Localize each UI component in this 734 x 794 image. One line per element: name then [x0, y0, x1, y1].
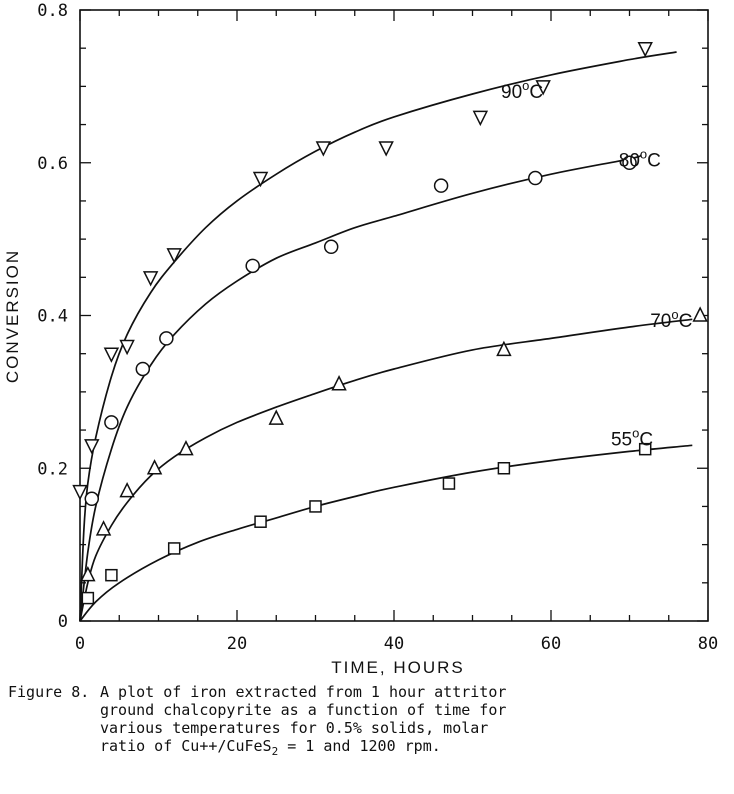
series-labels: 90oC 80oC 70oC 55oC — [501, 78, 692, 451]
square-marker — [105, 568, 118, 582]
triangle-down-marker — [637, 41, 653, 58]
triangle-up-marker — [80, 565, 96, 582]
fit-curve-80 — [79, 154, 642, 622]
fit-curve-70 — [79, 318, 693, 622]
circle-marker — [104, 415, 119, 430]
triangle-down-marker — [252, 171, 269, 188]
triangle-up-marker — [692, 306, 708, 322]
triangle-down-marker — [72, 484, 88, 501]
square-marker — [254, 515, 267, 528]
x-tick-label: 60 — [541, 634, 561, 654]
x-tick-label: 40 — [384, 634, 404, 654]
y-tick-label: 0.4 — [37, 307, 68, 327]
triangle-down-marker — [103, 347, 120, 363]
square-marker — [442, 477, 456, 490]
x-tick-label: 20 — [227, 634, 247, 654]
circle-marker — [245, 258, 260, 274]
circle-marker — [84, 491, 100, 507]
y-tick-label: 0.8 — [37, 1, 68, 21]
caption-subscript: 2 — [271, 745, 279, 758]
triangle-down-marker — [142, 271, 159, 287]
caption-text: A plot of iron extracted from 1 hour att… — [100, 683, 726, 761]
triangle-up-marker — [146, 459, 163, 475]
caption-line: ratio of Cu++/CuFeS2 = 1 and 1200 rpm. — [100, 737, 726, 761]
circle-marker — [433, 178, 449, 193]
triangle-up-marker — [119, 481, 135, 498]
data-markers — [72, 41, 708, 605]
square-marker — [497, 462, 511, 475]
series-label-90: 90oC — [501, 78, 543, 103]
triangle-up-marker — [496, 340, 512, 357]
circle-marker — [622, 155, 637, 170]
triangle-down-marker — [472, 110, 489, 127]
axes — [79, 9, 709, 622]
triangle-down-marker — [315, 141, 332, 157]
y-tick-label: 0 — [58, 612, 68, 632]
fit-curve-55 — [79, 444, 693, 622]
series-label-80: 80oC — [619, 147, 661, 172]
caption-figure-number: Figure 8. — [8, 683, 90, 701]
square-marker — [309, 500, 322, 513]
circle-marker — [135, 361, 151, 377]
circle-marker — [323, 239, 339, 255]
circle-marker — [159, 331, 174, 346]
caption-line4-end: = 1 and 1200 rpm. — [278, 737, 441, 755]
series-label-70: 70oC — [650, 307, 692, 332]
caption-line4-start: ratio of Cu++/CuFeS — [100, 737, 272, 755]
tick-labels: 0 20 40 60 80 0 0.2 0.4 0.6 0.8 — [37, 1, 718, 654]
x-tick-label: 0 — [75, 634, 85, 654]
square-marker — [167, 542, 181, 555]
triangle-up-marker — [331, 375, 347, 391]
y-tick-label: 0.6 — [37, 154, 68, 174]
caption-line: ground chalcopyrite as a function of tim… — [100, 701, 507, 719]
y-axis-title: CONVERSION — [3, 249, 22, 383]
series-label-55: 55oC — [611, 425, 653, 450]
triangle-down-marker — [535, 80, 551, 96]
triangle-up-marker — [268, 409, 284, 425]
triangle-up-marker — [95, 520, 112, 536]
y-tick-label: 0.2 — [37, 459, 68, 479]
triangle-up-marker — [178, 439, 194, 456]
x-tick-label: 80 — [698, 634, 718, 654]
figure-caption: Figure 8. A plot of iron extracted from … — [8, 683, 732, 761]
square-marker — [81, 591, 95, 605]
triangle-down-marker — [119, 339, 135, 356]
caption-line: A plot of iron extracted from 1 hour att… — [100, 683, 507, 701]
triangle-down-marker — [378, 141, 394, 157]
triangle-down-marker — [166, 248, 182, 264]
x-axis-title: TIME, HOURS — [331, 658, 464, 677]
square-marker — [638, 442, 652, 456]
caption-line: various temperatures for 0.5% solids, mo… — [100, 719, 489, 737]
circle-marker — [528, 170, 543, 186]
triangle-down-marker — [84, 439, 100, 455]
plot-frame — [79, 9, 709, 622]
